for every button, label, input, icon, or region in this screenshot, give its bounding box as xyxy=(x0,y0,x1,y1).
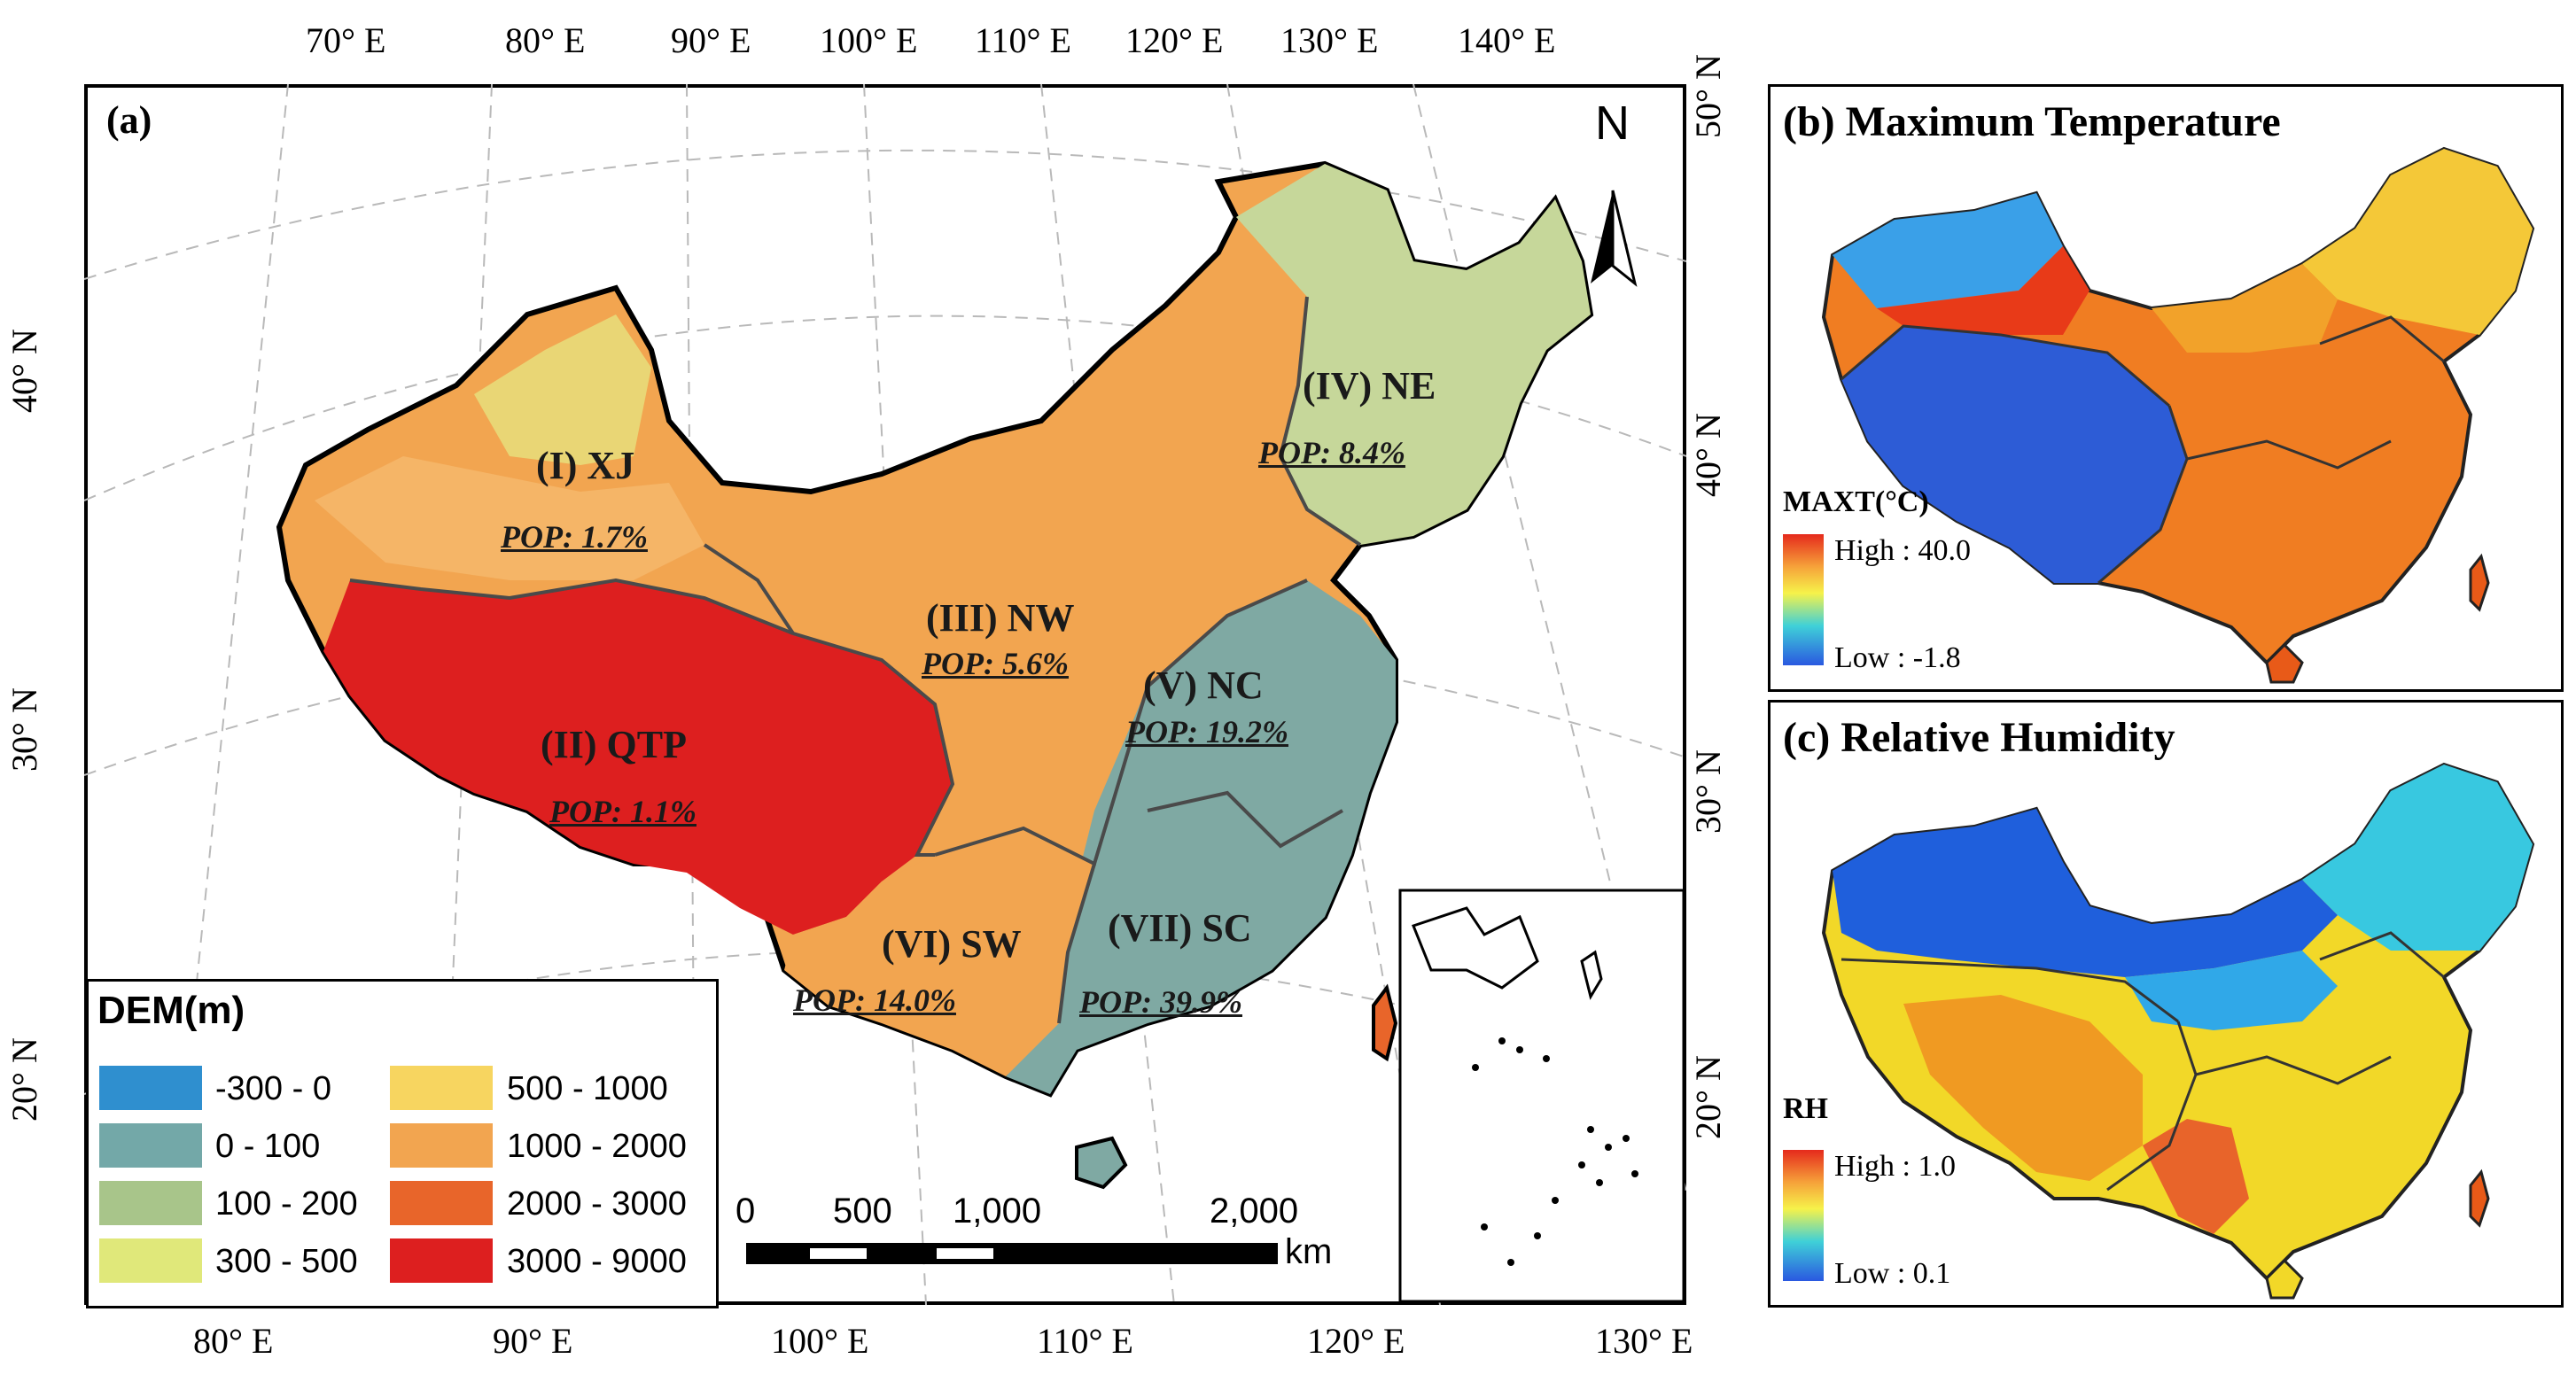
panel-b: (b) Maximum Temperature MAXT(°C) High : … xyxy=(1768,84,2564,692)
inset-map xyxy=(1398,889,1685,1303)
legend-item-label: 3000 - 9000 xyxy=(507,1243,687,1280)
region-sw xyxy=(784,828,1094,1076)
region-pop-sc: POP: 39.9% xyxy=(1079,984,1242,1020)
top-lon-tick: 100° E xyxy=(820,20,918,60)
right-lat-tick: 50° N xyxy=(1687,54,1728,138)
taiwan xyxy=(1372,983,1398,1062)
right-lat-tick: 40° N xyxy=(1687,413,1728,497)
region-qtp xyxy=(323,580,953,935)
legend-swatch xyxy=(99,1238,202,1283)
panel-c: (c) Relative Humidity RH High : 1.0 Low … xyxy=(1768,700,2564,1308)
left-lat-tick: 30° N xyxy=(4,687,44,772)
scale-bar: 0 500 1,000 2,000 km xyxy=(727,1192,1347,1289)
region-pop-sw: POP: 14.0% xyxy=(793,982,956,1018)
panel-b-title: (b) Maximum Temperature xyxy=(1783,98,2281,145)
rh-colorbar xyxy=(1783,1150,1824,1281)
north-label: N xyxy=(1595,97,1630,150)
maxt-map xyxy=(1821,146,2535,684)
bottom-lon-tick: 130° E xyxy=(1595,1321,1693,1361)
maxt-high-label: High : 40.0 xyxy=(1834,534,1971,567)
legend-swatch xyxy=(99,1123,202,1168)
region-label-xj: (I) XJ xyxy=(536,444,635,487)
panel-c-title: (c) Relative Humidity xyxy=(1783,714,2175,761)
legend-item-label: 1000 - 2000 xyxy=(507,1128,687,1165)
legend-swatch xyxy=(99,1181,202,1225)
scale-label: 1,000 xyxy=(953,1192,1042,1231)
region-pop-nw: POP: 5.6% xyxy=(922,646,1069,681)
region-label-ne: (IV) NE xyxy=(1303,364,1436,408)
scale-label: 500 xyxy=(833,1192,892,1231)
legend-item-label: -300 - 0 xyxy=(215,1070,331,1107)
bottom-lon-tick: 80° E xyxy=(193,1321,274,1361)
top-lon-tick: 120° E xyxy=(1125,20,1224,60)
top-lon-tick: 130° E xyxy=(1280,20,1379,60)
legend-item-label: 300 - 500 xyxy=(215,1243,358,1280)
region-pop-ne: POP: 8.4% xyxy=(1258,435,1405,470)
legend-item-label: 0 - 100 xyxy=(215,1128,321,1165)
right-lat-tick: 30° N xyxy=(1687,749,1728,834)
legend-swatch xyxy=(390,1181,493,1225)
legend-swatch xyxy=(390,1123,493,1168)
top-lon-tick: 70° E xyxy=(306,20,386,60)
right-lat-tick: 20° N xyxy=(1687,1055,1728,1139)
scale-unit: km xyxy=(1285,1232,1333,1271)
panel-a-label: (a) xyxy=(106,98,152,142)
region-pop-nc: POP: 19.2% xyxy=(1125,714,1288,749)
region-xj-basin xyxy=(315,456,704,580)
maxt-colorbar xyxy=(1783,534,1824,665)
legend-item-label: 2000 - 3000 xyxy=(507,1185,687,1223)
top-lon-tick: 110° E xyxy=(975,20,1071,60)
region-xj-north xyxy=(474,314,651,465)
rh-legend-title: RH xyxy=(1783,1092,1828,1125)
region-label-sc: (VII) SC xyxy=(1108,906,1252,950)
region-label-qtp: (II) QTP xyxy=(541,723,687,766)
bottom-lon-tick: 90° E xyxy=(493,1321,573,1361)
left-lat-tick: 20° N xyxy=(4,1037,44,1122)
region-ne xyxy=(1236,164,1591,545)
region-label-nw: (III) NW xyxy=(926,596,1075,640)
top-lon-tick: 140° E xyxy=(1458,20,1556,60)
maxt-low-label: Low : -1.8 xyxy=(1834,641,1961,674)
china-landmass xyxy=(276,160,1594,1190)
region-label-nc: (V) NC xyxy=(1143,664,1264,707)
dem-legend: DEM(m) -300 - 0 0 - 100 100 - 200 300 - … xyxy=(86,979,719,1308)
scale-label: 0 xyxy=(735,1192,756,1231)
legend-swatch xyxy=(390,1238,493,1283)
rh-low-label: Low : 0.1 xyxy=(1834,1257,1951,1290)
legend-item-label: 500 - 1000 xyxy=(507,1070,668,1107)
legend-item-label: 100 - 200 xyxy=(215,1185,358,1223)
region-label-sw: (VI) SW xyxy=(882,922,1022,966)
maxt-legend-title: MAXT(°C) xyxy=(1783,485,1929,518)
legend-swatch xyxy=(390,1066,493,1110)
rh-map xyxy=(1821,762,2535,1300)
bottom-lon-tick: 100° E xyxy=(771,1321,869,1361)
panel-a: 70° E 80° E 90° E 100° E 110° E 120° E 1… xyxy=(4,20,1728,1361)
region-borders xyxy=(349,296,1362,1024)
left-lat-tick: 40° N xyxy=(4,329,44,413)
region-pop-xj: POP: 1.7% xyxy=(501,519,648,555)
top-lon-tick: 90° E xyxy=(671,20,751,60)
bottom-lon-tick: 120° E xyxy=(1307,1321,1405,1361)
region-pop-qtp: POP: 1.1% xyxy=(549,794,697,829)
main-map xyxy=(84,84,1686,1305)
region-east xyxy=(1006,580,1396,1094)
bottom-lon-tick: 110° E xyxy=(1037,1321,1133,1361)
north-arrow-icon xyxy=(1591,190,1638,287)
top-lon-tick: 80° E xyxy=(505,20,586,60)
scale-bar-graphic xyxy=(746,1243,1278,1264)
rh-high-label: High : 1.0 xyxy=(1834,1150,1956,1183)
legend-swatch xyxy=(99,1066,202,1110)
dem-legend-title: DEM(m) xyxy=(97,989,245,1032)
scale-label: 2,000 xyxy=(1210,1192,1299,1231)
hainan xyxy=(1075,1136,1128,1190)
